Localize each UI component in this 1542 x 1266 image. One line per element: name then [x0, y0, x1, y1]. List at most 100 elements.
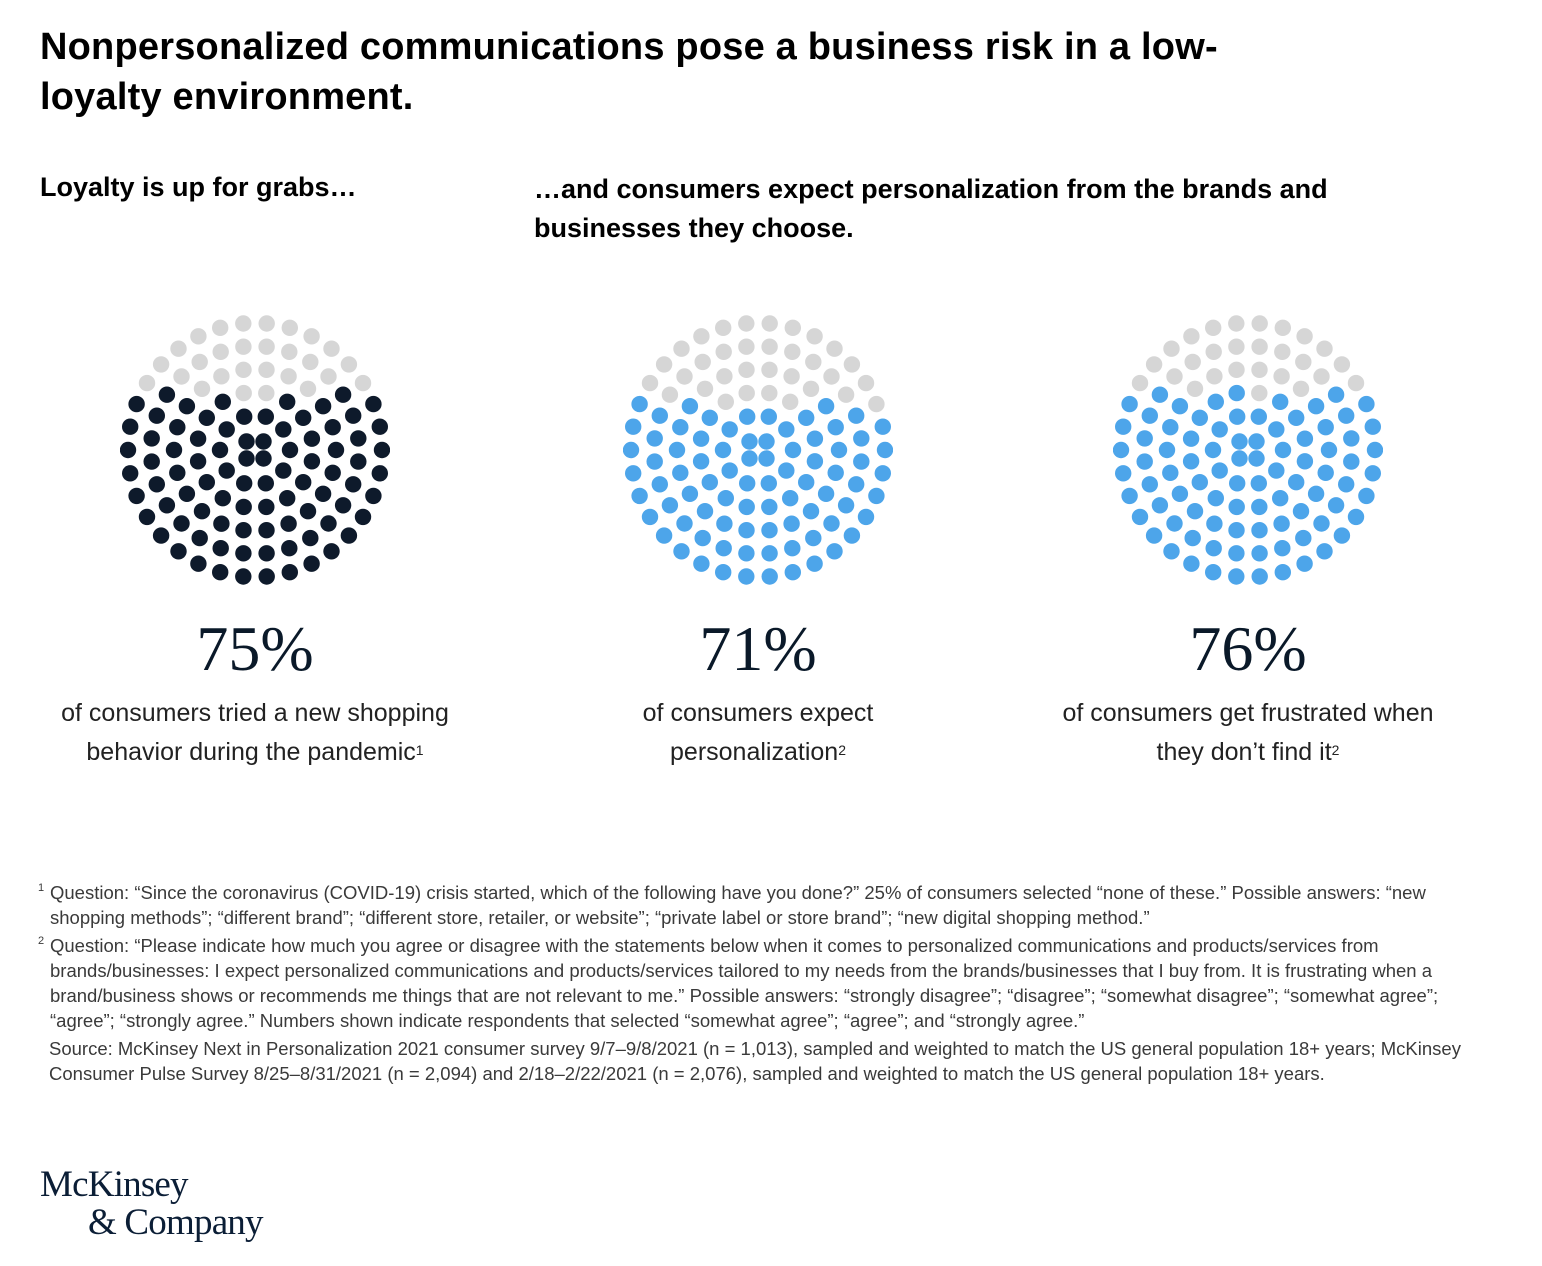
empty-dot — [302, 353, 319, 371]
empty-dot — [1131, 374, 1149, 392]
filled-dot — [1248, 433, 1265, 450]
filled-dot — [1307, 485, 1325, 502]
footnotes: 1 Question: “Since the coronavirus (COVI… — [38, 880, 1498, 1086]
empty-dot — [173, 368, 190, 385]
dot-chart-1 — [623, 315, 893, 585]
filled-dot — [235, 545, 252, 562]
filled-dot — [235, 568, 252, 585]
empty-dot — [1228, 361, 1245, 378]
filled-dot — [1115, 418, 1132, 435]
filled-dot — [738, 568, 755, 585]
empty-dot — [258, 315, 275, 332]
filled-dot — [646, 453, 663, 470]
description-text: of consumers expect personalization — [642, 699, 874, 766]
chart-get-frustrated: 76% of consumers get frustrated when the… — [1038, 300, 1458, 840]
mckinsey-logo: McKinsey & Company — [40, 1164, 264, 1243]
empty-dot — [1296, 328, 1313, 345]
footnote-mark: 2 — [38, 935, 45, 947]
filled-dot — [714, 441, 732, 459]
filled-dot — [255, 433, 272, 450]
filled-dot — [1333, 527, 1351, 544]
filled-dot — [152, 527, 170, 544]
filled-dot — [158, 497, 176, 514]
filled-dot — [1191, 474, 1208, 491]
empty-dot — [738, 338, 755, 355]
filled-dot — [211, 441, 229, 459]
filled-dot — [1274, 441, 1292, 459]
filled-dot — [817, 485, 835, 502]
logo-line-1: McKinsey — [40, 1164, 189, 1205]
filled-dot — [178, 485, 196, 502]
filled-dot — [651, 407, 668, 424]
filled-dot — [354, 508, 372, 526]
filled-dot — [345, 476, 362, 493]
empty-dot — [676, 368, 693, 385]
filled-dot — [758, 450, 775, 467]
empty-dot — [641, 374, 659, 392]
filled-dot — [1317, 419, 1334, 436]
empty-dot — [235, 384, 252, 402]
empty-dot — [354, 374, 372, 392]
empty-dot — [717, 393, 734, 410]
filled-dot — [193, 503, 211, 520]
filled-dot — [1113, 441, 1130, 459]
filled-dot — [1292, 503, 1310, 520]
filled-dot — [1231, 450, 1248, 467]
empty-dot — [299, 380, 317, 397]
percent-label: 71% — [699, 613, 817, 684]
empty-dot — [235, 361, 252, 378]
filled-dot — [738, 522, 755, 539]
filled-dot — [165, 441, 183, 459]
filled-dot — [1182, 453, 1200, 470]
empty-dot — [783, 368, 800, 385]
filled-dot — [761, 522, 778, 539]
filled-dot — [275, 421, 292, 438]
footnote-mark: 1 — [38, 882, 45, 894]
filled-dot — [1251, 522, 1268, 539]
empty-dot — [715, 343, 732, 360]
empty-dot — [340, 356, 358, 373]
filled-dot — [661, 497, 679, 514]
page-title: Nonpersonalized communications pose a bu… — [40, 26, 1218, 118]
filled-dot — [1228, 522, 1245, 539]
dot-chart-2 — [1113, 315, 1383, 585]
filled-dot — [122, 465, 139, 482]
empty-dot — [258, 361, 275, 378]
filled-dot — [212, 540, 229, 557]
filled-dot — [198, 474, 215, 491]
empty-dot — [1186, 380, 1204, 397]
filled-dot — [827, 419, 844, 436]
filled-dot — [1231, 433, 1248, 450]
filled-dot — [148, 476, 165, 493]
filled-dot — [1207, 393, 1224, 410]
empty-dot — [715, 319, 732, 336]
filled-dot — [717, 490, 734, 507]
filled-dot — [1229, 408, 1246, 425]
empty-dot — [673, 340, 690, 357]
filled-dot — [1145, 527, 1163, 544]
filled-dot — [314, 398, 332, 415]
filled-dot — [169, 464, 186, 481]
filled-dot — [258, 522, 275, 539]
empty-dot — [784, 343, 801, 360]
empty-dot — [857, 374, 875, 392]
logo-line-2: & Company — [88, 1202, 264, 1243]
filled-dot — [805, 529, 822, 547]
empty-dot — [694, 353, 711, 371]
filled-dot — [715, 540, 732, 557]
filled-dot — [830, 441, 848, 459]
empty-dot — [761, 315, 778, 332]
filled-dot — [738, 498, 755, 516]
filled-dot — [676, 515, 693, 532]
filled-dot — [716, 515, 733, 532]
empty-dot — [696, 380, 714, 397]
filled-dot — [741, 433, 758, 450]
filled-dot — [340, 527, 358, 544]
filled-dot — [295, 409, 312, 426]
empty-dot — [1251, 315, 1268, 332]
filled-dot — [741, 450, 758, 467]
filled-dot — [128, 395, 145, 413]
filled-dot — [190, 555, 207, 572]
filled-dot — [280, 515, 297, 532]
empty-dot — [1274, 319, 1291, 336]
